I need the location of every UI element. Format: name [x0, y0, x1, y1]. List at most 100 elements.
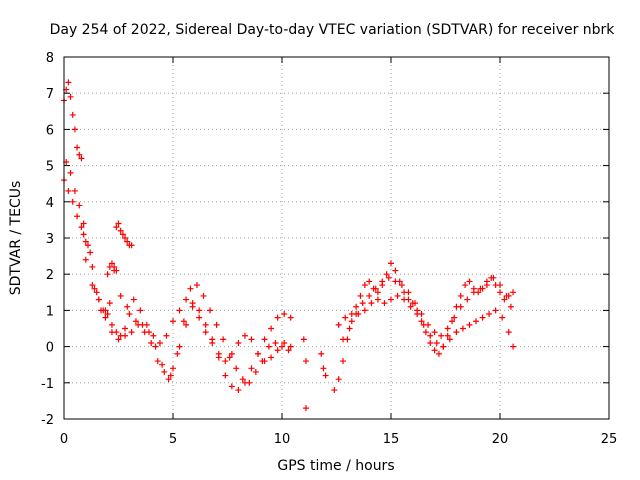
data-point	[427, 339, 434, 346]
data-point	[444, 332, 451, 339]
data-point	[407, 303, 414, 310]
grid	[64, 57, 609, 419]
data-point	[202, 329, 209, 336]
data-point	[368, 300, 375, 307]
data-point	[457, 292, 464, 299]
data-point	[335, 376, 342, 383]
data-point	[449, 318, 456, 325]
data-point	[226, 354, 233, 361]
data-point	[466, 278, 473, 285]
data-point	[398, 282, 405, 289]
data-point	[318, 350, 325, 357]
data-point	[425, 321, 432, 328]
data-point	[335, 321, 342, 328]
plot-frame	[63, 56, 610, 420]
data-point	[274, 314, 281, 321]
data-point	[154, 358, 161, 365]
y-tick-label: 1	[46, 304, 54, 319]
data-point	[302, 358, 309, 365]
data-point	[80, 220, 87, 227]
data-point	[65, 79, 72, 86]
data-point	[477, 285, 484, 292]
data-point	[117, 227, 124, 234]
x-axis-label: GPS time / hours	[277, 458, 394, 474]
data-point	[82, 238, 89, 245]
data-point	[84, 242, 91, 249]
data-point	[281, 311, 288, 318]
data-point	[67, 93, 74, 100]
data-point	[464, 296, 471, 303]
data-points	[61, 79, 517, 412]
data-point	[418, 311, 425, 318]
data-point	[287, 314, 294, 321]
data-point	[69, 111, 76, 118]
data-point	[431, 347, 438, 354]
x-tick-label: 20	[492, 432, 509, 447]
data-point	[353, 311, 360, 318]
data-point	[366, 292, 373, 299]
data-point	[91, 285, 98, 292]
data-point	[348, 318, 355, 325]
data-point	[71, 187, 78, 194]
data-point	[451, 314, 458, 321]
data-point	[331, 387, 338, 394]
y-tick-label: 0	[46, 341, 54, 356]
data-point	[163, 332, 170, 339]
series-track-b	[61, 177, 292, 386]
data-point	[405, 289, 412, 296]
data-point	[128, 329, 135, 336]
data-point	[492, 307, 499, 314]
data-point	[459, 325, 466, 332]
data-point	[111, 263, 118, 270]
data-point	[122, 325, 129, 332]
data-point	[152, 343, 159, 350]
data-point	[255, 350, 262, 357]
data-point	[193, 282, 200, 289]
data-point	[93, 289, 100, 296]
data-point	[483, 282, 490, 289]
data-point	[115, 220, 122, 227]
data-point	[207, 307, 214, 314]
data-point	[435, 350, 442, 357]
data-point	[261, 336, 268, 343]
data-point	[340, 358, 347, 365]
data-point	[427, 332, 434, 339]
series-track-c	[63, 158, 288, 365]
chart-title: Day 254 of 2022, Sidereal Day-to-day VTE…	[50, 22, 616, 38]
data-point	[322, 372, 329, 379]
data-point	[268, 325, 275, 332]
data-point	[69, 198, 76, 205]
data-point	[462, 282, 469, 289]
series-sparse	[287, 336, 329, 412]
data-point	[141, 329, 148, 336]
data-point	[422, 329, 429, 336]
data-point	[300, 336, 307, 343]
data-point	[222, 372, 229, 379]
data-point	[108, 260, 115, 267]
data-point	[248, 336, 255, 343]
data-point	[486, 311, 493, 318]
data-point	[353, 303, 360, 310]
data-point	[233, 365, 240, 372]
data-point	[490, 274, 497, 281]
data-point	[381, 300, 388, 307]
data-point	[268, 354, 275, 361]
data-point	[265, 343, 272, 350]
data-point	[228, 383, 235, 390]
data-point	[159, 361, 166, 368]
data-point	[466, 321, 473, 328]
x-tick-label: 15	[383, 432, 400, 447]
data-point	[132, 318, 139, 325]
y-tick-label: -1	[41, 377, 54, 392]
data-point	[183, 321, 190, 328]
data-point	[274, 347, 281, 354]
data-point	[440, 343, 447, 350]
data-point	[176, 307, 183, 314]
data-point	[124, 238, 131, 245]
y-tick-label: 3	[46, 232, 54, 247]
data-point	[104, 271, 111, 278]
data-point	[411, 300, 418, 307]
data-point	[285, 347, 292, 354]
data-point	[95, 296, 102, 303]
data-point	[510, 343, 517, 350]
